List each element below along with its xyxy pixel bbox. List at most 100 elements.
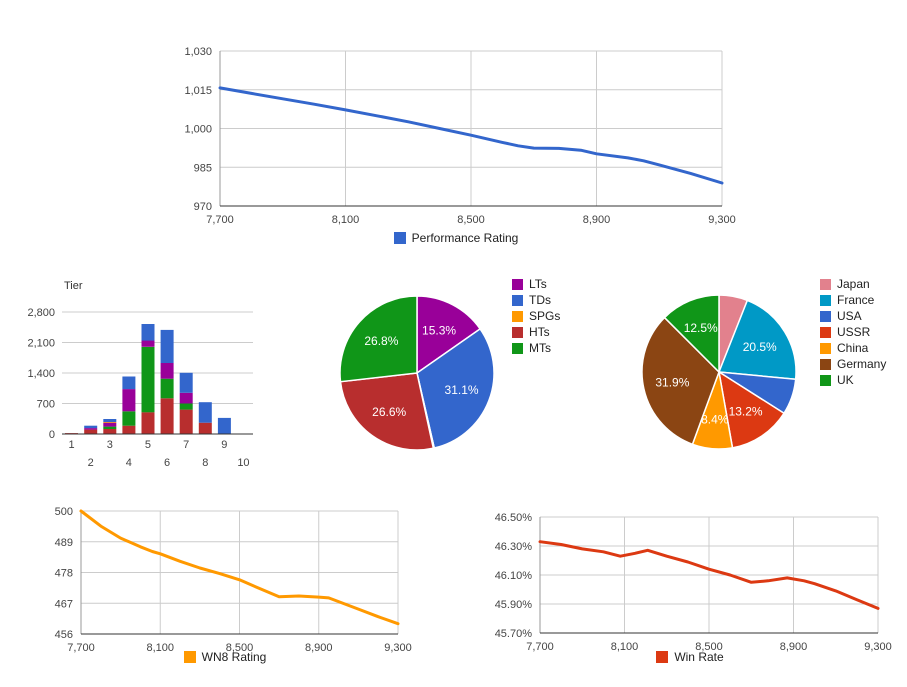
x-axis-tick-label: 5 bbox=[145, 439, 151, 451]
x-axis-tick-label: 7,700 bbox=[67, 642, 95, 654]
y-axis-tick-label: 2,100 bbox=[27, 338, 55, 350]
performance-rating-legend-label: Performance Rating bbox=[411, 231, 519, 245]
legend-swatch bbox=[820, 294, 831, 306]
legend-item: Japan bbox=[820, 276, 886, 292]
bar-segment bbox=[160, 329, 174, 363]
performance-rating-legend-swatch bbox=[393, 232, 406, 244]
legend-swatch bbox=[512, 278, 523, 290]
x-axis-tick-label: 8 bbox=[202, 457, 208, 469]
y-axis-tick-label: 1,030 bbox=[184, 46, 212, 58]
x-axis-tick-label: 9,300 bbox=[384, 642, 412, 654]
pie-slice bbox=[718, 371, 785, 449]
legend-item: TDs bbox=[512, 292, 560, 308]
x-axis-tick-label: 8,900 bbox=[305, 642, 333, 654]
bar-segment bbox=[179, 403, 193, 410]
pie-slice bbox=[339, 372, 435, 451]
bar-segment bbox=[198, 422, 212, 434]
y-axis-tick-label: 45.70% bbox=[495, 628, 533, 640]
legend-label: HTs bbox=[529, 325, 550, 339]
x-axis-tick-label: 6 bbox=[164, 457, 170, 469]
win-rate-legend-label: Win Rate bbox=[674, 650, 724, 664]
legend-swatch bbox=[820, 278, 831, 290]
x-axis-tick-label: 1 bbox=[68, 439, 74, 451]
vehicle-class-pie-chart: 15.3% 31.1% 26.6% 26.8% bbox=[339, 295, 495, 451]
nation-pie-chart: 20.5% 13.2%8.4% 31.9% 12.5% bbox=[641, 294, 797, 450]
y-axis-tick-label: 489 bbox=[55, 537, 73, 549]
wn8-rating-legend-swatch bbox=[183, 651, 196, 663]
pie-slice bbox=[718, 299, 797, 380]
y-axis-tick-label: 46.50% bbox=[495, 512, 533, 524]
legend-item: MTs bbox=[512, 340, 560, 356]
y-axis-tick-label: 1,000 bbox=[184, 124, 212, 136]
x-axis-tick-label: 8,100 bbox=[611, 641, 639, 653]
bar-segment bbox=[198, 402, 212, 423]
x-axis-tick-label: 9,300 bbox=[864, 641, 892, 653]
data-line bbox=[538, 540, 880, 610]
pie-slice-label: 15.3% bbox=[422, 324, 456, 338]
pie-slice bbox=[641, 316, 720, 446]
pie-slice bbox=[416, 295, 481, 374]
x-axis-tick-label: 8,900 bbox=[780, 641, 808, 653]
pie-slice bbox=[339, 295, 418, 383]
legend-item: HTs bbox=[512, 324, 560, 340]
x-axis-tick-label: 2 bbox=[88, 457, 94, 469]
pie-slice bbox=[416, 328, 495, 449]
vehicle-class-pie-legend: LTs TDs SPGs HTs MTs bbox=[512, 276, 560, 356]
x-axis-tick-label: 7,700 bbox=[206, 214, 234, 226]
bar-segment bbox=[179, 392, 193, 404]
bar-segment bbox=[122, 389, 136, 412]
pie-slice-label: 20.5% bbox=[743, 340, 777, 354]
legend-label: SPGs bbox=[529, 309, 561, 323]
legend-label: Germany bbox=[837, 357, 887, 371]
y-axis-tick-label: 970 bbox=[194, 201, 212, 213]
bar-segment bbox=[122, 376, 136, 390]
legend-label: UK bbox=[837, 373, 854, 387]
x-axis-tick-label: 9,300 bbox=[708, 214, 736, 226]
legend-label: France bbox=[837, 293, 875, 307]
y-axis-tick-label: 500 bbox=[55, 506, 73, 518]
y-axis-tick-label: 46.30% bbox=[495, 541, 533, 553]
bar-segment bbox=[217, 417, 231, 434]
bar-segment bbox=[103, 426, 117, 429]
bar-segment bbox=[141, 412, 155, 434]
data-line bbox=[79, 509, 400, 626]
pie-slice-label: 12.5% bbox=[684, 321, 718, 335]
y-axis-tick-label: 985 bbox=[194, 162, 212, 174]
wn8-rating-legend: WN8 Rating bbox=[30, 650, 420, 664]
x-axis-tick-label: 8,500 bbox=[226, 642, 254, 654]
pie-slice-label: 31.9% bbox=[655, 375, 689, 389]
x-axis-tick-label: 8,500 bbox=[457, 214, 485, 226]
chart-title: Tier bbox=[64, 280, 83, 292]
legend-item: China bbox=[820, 340, 886, 356]
legend-item: USA bbox=[820, 308, 886, 324]
bar-segment bbox=[160, 378, 174, 399]
bar-segment bbox=[122, 425, 136, 434]
y-axis-tick-label: 1,400 bbox=[27, 368, 55, 380]
pie-slice-label: 26.6% bbox=[372, 405, 406, 419]
legend-swatch bbox=[512, 326, 523, 338]
legend-swatch bbox=[512, 310, 523, 322]
legend-label: USA bbox=[837, 309, 862, 323]
wn8-rating-legend-label: WN8 Rating bbox=[201, 650, 267, 664]
y-axis-tick-label: 467 bbox=[55, 598, 73, 610]
legend-item: USSR bbox=[820, 324, 886, 340]
legend-label: China bbox=[837, 341, 869, 355]
legend-swatch bbox=[512, 294, 523, 306]
data-line bbox=[218, 86, 724, 185]
x-axis-tick-label: 8,100 bbox=[332, 214, 360, 226]
wn8-rating-line-chart: 456 467 478 489 500 7,700 8,100 8,500 8,900 9,300 bbox=[55, 506, 412, 654]
bar-segment bbox=[141, 346, 155, 413]
x-axis-tick-label: 9 bbox=[221, 439, 227, 451]
y-axis-tick-label: 0 bbox=[49, 429, 55, 441]
legend-label: Japan bbox=[837, 277, 870, 291]
tier-stacked-bar-chart: 0 700 1,400 2,100 2,800 Tier 1 2 3 4 5 6 7 8 9 10 bbox=[27, 280, 253, 469]
legend-swatch bbox=[820, 374, 831, 386]
legend-item: Germany bbox=[820, 356, 886, 372]
x-axis-tick-label: 8,900 bbox=[583, 214, 611, 226]
x-axis-tick-label: 7,700 bbox=[526, 641, 554, 653]
bar-segment bbox=[179, 372, 193, 393]
win-rate-line-chart: 45.70% 45.90% 46.10% 46.30% 46.50% 7,700 8,100… bbox=[495, 512, 892, 653]
legend-item: UK bbox=[820, 372, 886, 388]
legend-swatch bbox=[820, 310, 831, 322]
